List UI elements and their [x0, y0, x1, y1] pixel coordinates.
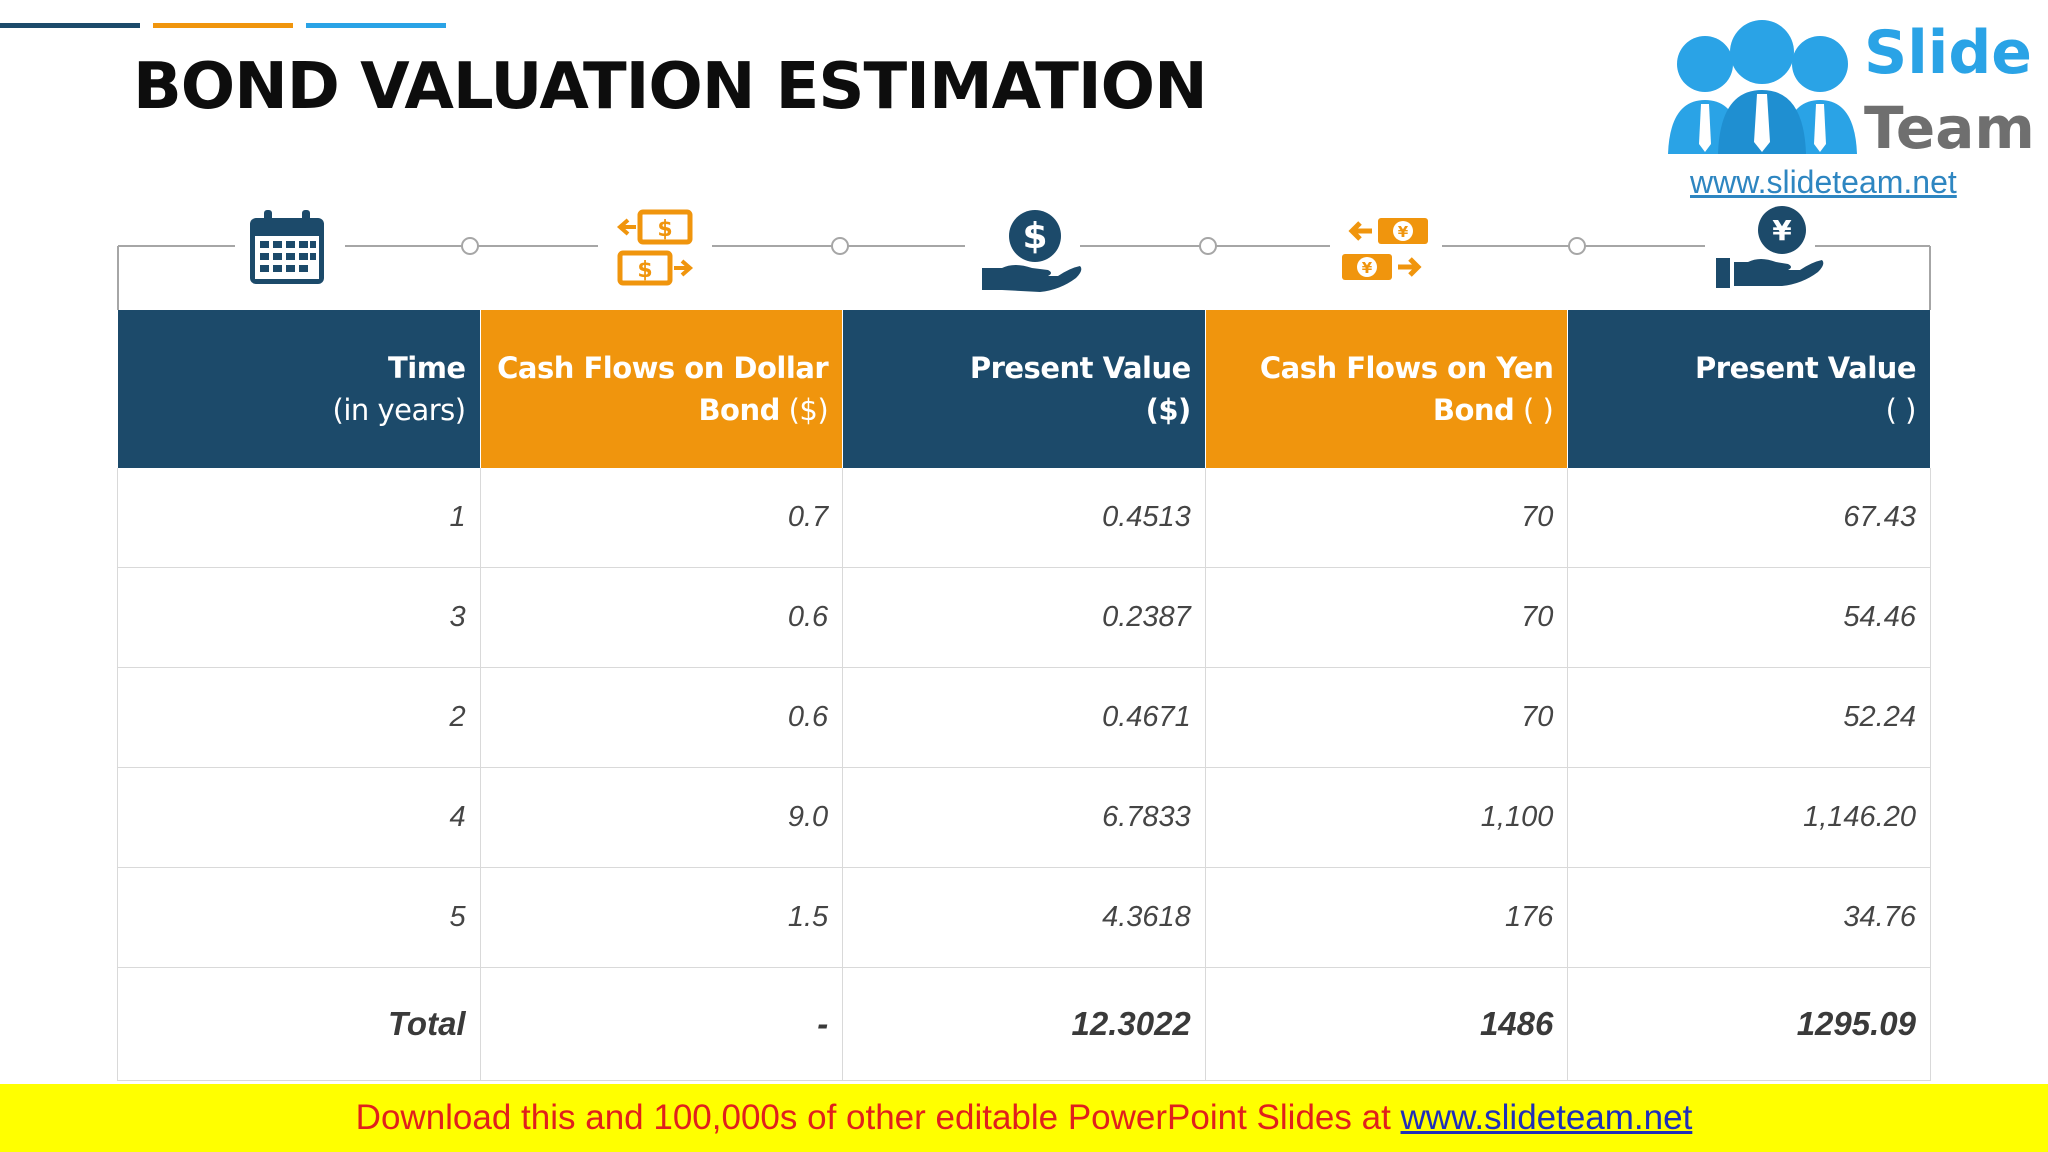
- total-cash-flow-yen: 1486: [1204, 967, 1569, 1081]
- table-row: 2 0.6 0.4671 70 52.24: [117, 667, 1931, 768]
- cell-cash-flow-yen: 70: [1204, 567, 1569, 668]
- cell-present-value-yen: 67.43: [1567, 468, 1931, 568]
- cell-present-value-yen: 1,146.20: [1567, 767, 1931, 868]
- yen-exchange-icon: ¥ ¥: [1342, 218, 1428, 280]
- logo-word-slide: Slide: [1864, 18, 2032, 88]
- svg-text:$: $: [637, 258, 652, 283]
- header-cash-flows-dollar: Cash Flows on Dollar Bond ($): [480, 310, 844, 468]
- cell-cash-flow-dollar: 1.5: [479, 867, 844, 968]
- cell-present-value-yen: 54.46: [1567, 567, 1931, 668]
- svg-text:$: $: [657, 217, 672, 242]
- accent-bar-blue: [306, 23, 446, 28]
- table-row: 1 0.7 0.4513 70 67.43: [117, 468, 1931, 568]
- svg-text:¥: ¥: [1398, 223, 1409, 241]
- slideteam-logo[interactable]: Slide Team www.slideteam.net: [1640, 0, 2048, 200]
- cell-cash-flow-yen: 176: [1204, 867, 1569, 968]
- table-row: 3 0.6 0.2387 70 54.46: [117, 567, 1931, 668]
- cell-present-value-yen: 52.24: [1567, 667, 1931, 768]
- cell-present-value-dollar: 6.7833: [842, 767, 1206, 868]
- people-logo-icon: [1668, 20, 1857, 154]
- svg-text:¥: ¥: [1362, 259, 1373, 277]
- cell-time: 1: [117, 468, 481, 568]
- timeline-node: [831, 237, 849, 255]
- timeline-node: [1568, 237, 1586, 255]
- total-cash-flow-dollar: -: [479, 967, 844, 1081]
- accent-bar-navy: [0, 23, 140, 28]
- cell-present-value-dollar: 4.3618: [842, 867, 1206, 968]
- cell-cash-flow-dollar: 9.0: [479, 767, 844, 868]
- cell-cash-flow-dollar: 0.6: [479, 667, 844, 768]
- banner-text: Download this and 100,000s of other edit…: [355, 1098, 1401, 1137]
- timeline-node: [461, 237, 479, 255]
- total-present-value-dollar: 12.3022: [842, 967, 1206, 1081]
- yen-hand-icon: ¥: [1716, 206, 1824, 288]
- bond-valuation-table: Time (in years) Cash Flows on Dollar Bon…: [117, 310, 1931, 1081]
- cell-present-value-dollar: 0.2387: [842, 567, 1206, 668]
- header-present-value-dollar: Present Value ($): [842, 310, 1206, 468]
- banner-link[interactable]: www.slideteam.net: [1400, 1098, 1693, 1137]
- logo-word-team: Team: [1864, 94, 2035, 162]
- dollar-hand-icon: $: [982, 210, 1082, 292]
- cell-cash-flow-dollar: 0.6: [479, 567, 844, 668]
- calendar-icon: [250, 210, 324, 284]
- cell-present-value-dollar: 0.4513: [842, 468, 1206, 568]
- cell-time: 3: [117, 567, 481, 668]
- table-header-row: Time (in years) Cash Flows on Dollar Bon…: [117, 310, 1931, 468]
- header-time: Time (in years): [117, 310, 481, 468]
- table-row: 4 9.0 6.7833 1,100 1,146.20: [117, 767, 1931, 868]
- total-present-value-yen: 1295.09: [1567, 967, 1931, 1081]
- accent-bar-orange: [153, 23, 293, 28]
- cell-cash-flow-dollar: 0.7: [479, 468, 844, 568]
- svg-text:¥: ¥: [1772, 214, 1792, 247]
- header-present-value-yen: Present Value ( ): [1567, 310, 1931, 468]
- download-banner: Download this and 100,000s of other edit…: [0, 1084, 2048, 1152]
- table-total-row: Total - 12.3022 1486 1295.09: [117, 967, 1931, 1081]
- timeline-node: [1199, 237, 1217, 255]
- cell-cash-flow-yen: 1,100: [1204, 767, 1569, 868]
- cell-time: 5: [117, 867, 481, 968]
- cell-present-value-yen: 34.76: [1567, 867, 1931, 968]
- header-cash-flows-yen: Cash Flows on Yen Bond ( ): [1205, 310, 1569, 468]
- page-title: BOND VALUATION ESTIMATION: [133, 50, 1208, 124]
- table-row: 5 1.5 4.3618 176 34.76: [117, 867, 1931, 968]
- logo-url-link[interactable]: www.slideteam.net: [1690, 164, 1957, 200]
- cell-time: 4: [117, 767, 481, 868]
- dollar-exchange-icon: $ $: [616, 209, 694, 286]
- svg-text:$: $: [1022, 216, 1047, 257]
- cell-time: 2: [117, 667, 481, 768]
- cell-cash-flow-yen: 70: [1204, 667, 1569, 768]
- icon-timeline: $ $ $ ¥ ¥ ¥: [117, 206, 1931, 310]
- cell-cash-flow-yen: 70: [1204, 468, 1569, 568]
- total-label: Total: [117, 967, 481, 1081]
- cell-present-value-dollar: 0.4671: [842, 667, 1206, 768]
